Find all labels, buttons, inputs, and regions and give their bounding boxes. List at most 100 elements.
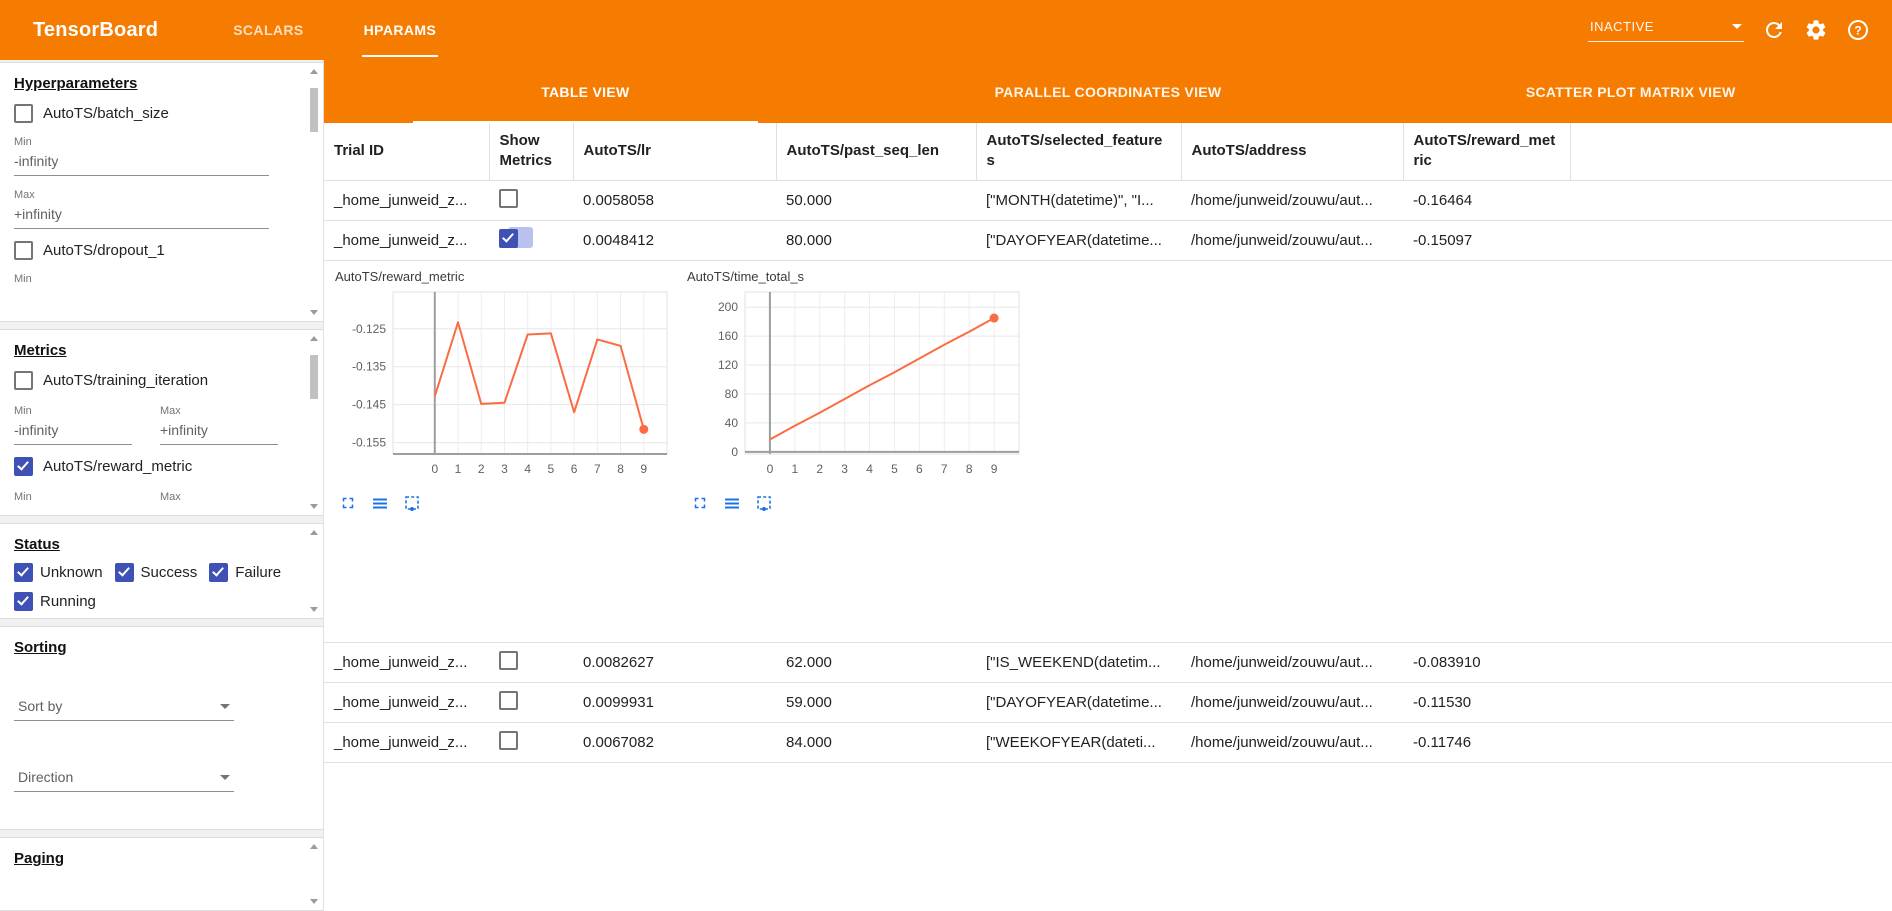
dropout-label: AutoTS/dropout_1 [43, 242, 165, 259]
view-tabs: TABLE VIEW PARALLEL COORDINATES VIEW SCA… [324, 60, 1892, 123]
gear-icon[interactable] [1804, 18, 1828, 42]
hparam-dropout-row[interactable]: AutoTS/dropout_1 [14, 241, 297, 260]
dropout-checkbox[interactable] [14, 241, 33, 260]
chart-canvas[interactable]: 0 1 2 3 4 5 6 7 8 9 0 40 80 120 160 200 [685, 284, 1033, 484]
status-filter-failure[interactable]: Failure [209, 563, 281, 582]
table-row: _home_junweid_z... 0.0048412 80.000 ["DAYOF… [324, 220, 1892, 261]
show-metrics-checkbox[interactable] [499, 228, 518, 248]
paging-card: Paging [0, 837, 323, 911]
status-dropdown[interactable]: INACTIVE [1588, 19, 1744, 42]
scroll-up-icon[interactable] [310, 69, 318, 74]
trials-table: Trial ID Show Metrics AutoTS/lr AutoTS/past… [324, 123, 1892, 763]
chart-title: AutoTS/time_total_s [687, 268, 805, 284]
reward-metric-checkbox[interactable] [14, 457, 33, 476]
show-metrics-cell [489, 722, 573, 763]
column-header-0[interactable]: Trial ID [324, 123, 490, 181]
marquee-zoom-icon[interactable] [403, 494, 421, 512]
dropout-min-label: Min [14, 273, 32, 285]
marquee-zoom-icon[interactable] [755, 494, 773, 512]
status-label: Failure [235, 564, 282, 581]
help-icon[interactable]: ? [1846, 18, 1870, 42]
filler-cell [1570, 220, 1892, 261]
tab-table-view[interactable]: TABLE VIEW [324, 60, 847, 123]
direction-select[interactable]: Direction [14, 763, 234, 792]
metric-chart: AutoTS/reward_metric 0 1 2 3 4 5 6 7 8 9 -0.125 -0.1… [333, 261, 685, 512]
sort-by-select[interactable]: Sort by [14, 692, 234, 721]
metric-reward-metric-row[interactable]: AutoTS/reward_metric [14, 457, 297, 476]
column-header-2[interactable]: AutoTS/lr [573, 123, 777, 181]
hyperparameters-heading: Hyperparameters [14, 75, 138, 92]
scroll-down-icon[interactable] [310, 504, 318, 509]
status-checkbox[interactable] [14, 592, 33, 611]
status-checkbox[interactable] [114, 563, 134, 582]
show-metrics-checkbox[interactable] [499, 730, 518, 750]
card-scrollbar[interactable] [308, 530, 320, 612]
svg-text:0: 0 [767, 462, 774, 476]
sorting-heading: Sorting [14, 639, 67, 656]
svg-text:?: ? [1854, 24, 1861, 38]
status-filter-unknown[interactable]: Unknown [14, 563, 103, 582]
log-lines-icon[interactable] [371, 494, 389, 512]
refresh-icon[interactable] [1762, 18, 1786, 42]
status-filter-running[interactable]: Running [14, 592, 96, 611]
chart-toolbar [339, 494, 685, 512]
training-iteration-min-input[interactable]: -infinity [14, 417, 132, 445]
scroll-down-icon[interactable] [310, 607, 318, 612]
reward-metric-label: AutoTS/reward_metric [43, 458, 193, 475]
status-filter-list: Unknown Success Failure Running [14, 563, 297, 611]
scroll-down-icon[interactable] [310, 310, 318, 315]
status-checkbox[interactable] [14, 563, 33, 582]
scrollbar-thumb[interactable] [310, 88, 318, 132]
status-checkbox[interactable] [209, 563, 229, 582]
show-metrics-checkbox[interactable] [499, 690, 518, 710]
paging-heading: Paging [14, 850, 65, 867]
filler-cell [1570, 722, 1892, 763]
card-scrollbar[interactable] [308, 844, 320, 904]
table-row: _home_junweid_z... 0.0099931 59.000 ["DAYOF… [324, 682, 1892, 723]
chart-toolbar [691, 494, 1037, 512]
reward-metric-cell: -0.11530 [1403, 682, 1570, 723]
column-header-6[interactable]: AutoTS/reward_metric [1403, 123, 1571, 181]
training-iteration-max-input[interactable]: +infinity [160, 417, 278, 445]
table-row: _home_junweid_z... 0.0067082 84.000 ["WEEKO… [324, 722, 1892, 763]
metrics-card: Metrics AutoTS/training_iteration Min -i… [0, 329, 323, 516]
batch-size-max-input[interactable]: +infinity [14, 201, 269, 229]
scroll-up-icon[interactable] [310, 336, 318, 341]
hparam-batch-size-row[interactable]: AutoTS/batch_size [14, 104, 297, 123]
column-header-3[interactable]: AutoTS/past_seq_len [776, 123, 977, 181]
fullscreen-icon[interactable] [339, 494, 357, 512]
chart-canvas[interactable]: 0 1 2 3 4 5 6 7 8 9 -0.125 -0.135 -0.145 -0.155 [333, 284, 681, 484]
svg-text:3: 3 [841, 462, 848, 476]
svg-text:5: 5 [891, 462, 898, 476]
show-metrics-checkbox[interactable] [499, 188, 518, 208]
svg-text:4: 4 [524, 462, 531, 476]
selected-features-cell: ["MONTH(datetime)", "I... [976, 180, 1181, 221]
selected-features-cell: ["IS_WEEKEND(datetim... [976, 642, 1181, 683]
svg-text:1: 1 [455, 462, 462, 476]
training-iteration-checkbox[interactable] [14, 371, 33, 390]
scroll-up-icon[interactable] [310, 530, 318, 535]
status-filter-success[interactable]: Success [114, 563, 197, 582]
tab-scalars[interactable]: SCALARS [233, 22, 304, 38]
tab-scatter-plot-matrix-view[interactable]: SCATTER PLOT MATRIX VIEW [1525, 83, 1736, 100]
tab-hparams[interactable]: HPARAMS [334, 0, 467, 60]
column-header-1[interactable]: Show Metrics [489, 123, 574, 181]
show-metrics-checkbox[interactable] [499, 650, 518, 670]
batch-size-checkbox[interactable] [14, 104, 33, 123]
batch-size-min-input[interactable]: -infinity [14, 148, 269, 176]
scroll-down-icon[interactable] [310, 899, 318, 904]
card-scrollbar[interactable] [308, 336, 320, 509]
log-lines-icon[interactable] [723, 494, 741, 512]
svg-text:0: 0 [731, 444, 738, 458]
fullscreen-icon[interactable] [691, 494, 709, 512]
tab-parallel-coordinates-view[interactable]: PARALLEL COORDINATES VIEW [994, 83, 1222, 100]
trial-id-cell: _home_junweid_z... [324, 682, 489, 723]
status-label: Running [40, 593, 96, 610]
metric-training-iteration-row[interactable]: AutoTS/training_iteration [14, 371, 297, 390]
column-header-4[interactable]: AutoTS/selected_features [976, 123, 1182, 181]
scrollbar-thumb[interactable] [310, 355, 318, 399]
scroll-up-icon[interactable] [310, 844, 318, 849]
card-scrollbar[interactable] [308, 69, 320, 315]
table-row: _home_junweid_z... 0.0058058 50.000 ["MONTH… [324, 180, 1892, 221]
column-header-5[interactable]: AutoTS/address [1181, 123, 1404, 181]
